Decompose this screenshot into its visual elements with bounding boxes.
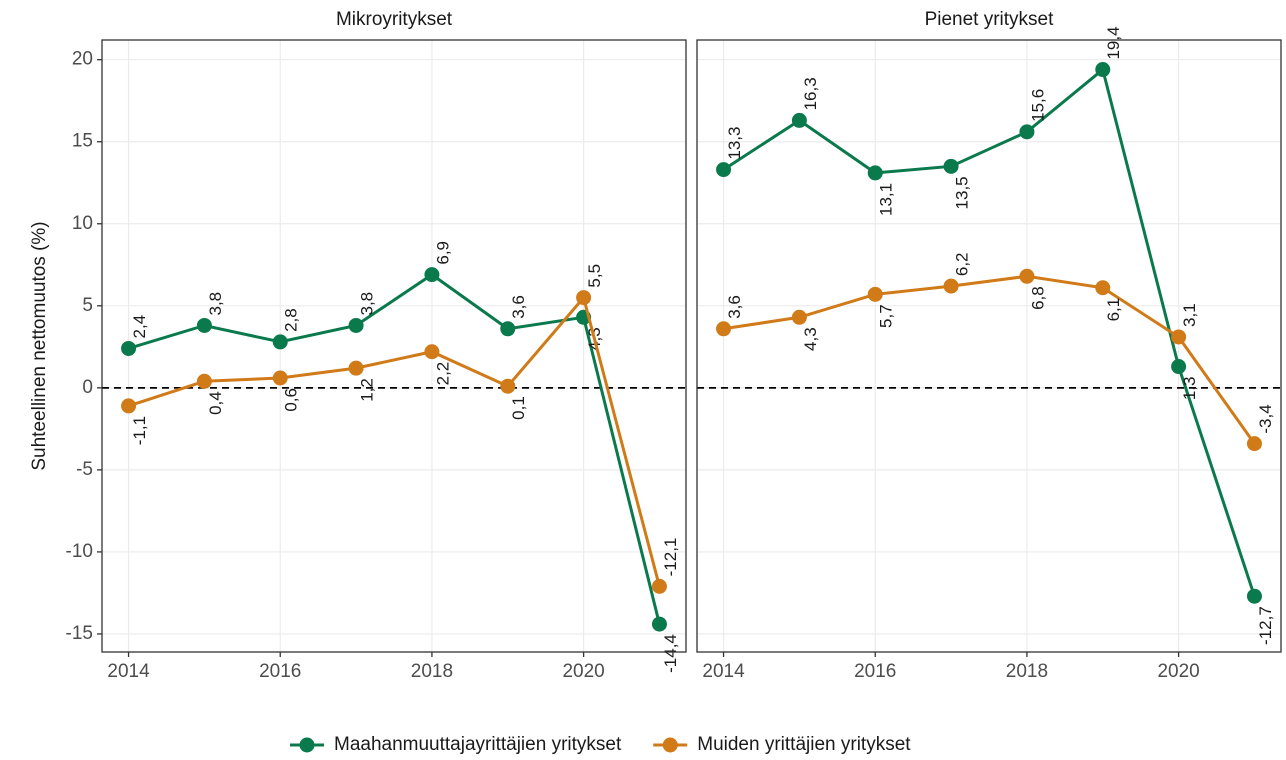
- data-label: -1,1: [130, 416, 149, 445]
- point: [1019, 268, 1035, 284]
- panel-background: [697, 40, 1281, 652]
- data-label: 2,8: [282, 308, 301, 332]
- data-label: 19,4: [1104, 26, 1123, 59]
- data-label: 13,1: [877, 183, 896, 216]
- point: [943, 158, 959, 174]
- panel-title: Pienet yritykset: [925, 9, 1055, 30]
- point: [272, 334, 288, 350]
- x-tick-label: 2014: [107, 661, 150, 682]
- data-label: 6,9: [433, 241, 452, 265]
- data-label: 13,3: [725, 127, 744, 160]
- point: [867, 165, 883, 181]
- x-tick-label: 2016: [854, 661, 896, 682]
- point: [272, 370, 288, 386]
- y-tick-label: 5: [82, 295, 93, 316]
- x-tick-label: 2020: [1157, 661, 1199, 682]
- data-label: 0,6: [282, 388, 301, 412]
- data-label: 3,8: [358, 292, 377, 316]
- y-tick-label: 20: [72, 49, 93, 70]
- panel-title: Mikroyritykset: [336, 9, 453, 30]
- line: [128, 272, 661, 625]
- point: [500, 321, 516, 337]
- data-label: 1,2: [358, 378, 377, 402]
- data-label: 0,4: [206, 391, 225, 415]
- data-label: 3,6: [509, 295, 528, 319]
- x-tick-label: 2014: [702, 661, 745, 682]
- y-axis-label: Suhteellinen nettomuutos (%): [29, 221, 50, 470]
- point: [791, 309, 807, 325]
- x-tick-label: 2018: [411, 661, 453, 682]
- y-tick-label: 15: [72, 131, 93, 152]
- data-label: 3,8: [206, 292, 225, 316]
- data-label: 3,1: [1180, 303, 1199, 327]
- data-label: 6,2: [953, 252, 972, 276]
- y-tick-label: 10: [72, 213, 93, 234]
- data-label: 6,1: [1104, 298, 1123, 322]
- line: [722, 66, 1256, 597]
- data-label: 16,3: [801, 77, 820, 110]
- data-label: 6,8: [1028, 286, 1047, 310]
- point: [716, 321, 732, 337]
- x-tick-label: 2020: [562, 661, 604, 682]
- point: [1095, 280, 1111, 296]
- point: [121, 398, 137, 414]
- data-label: 2,4: [130, 315, 149, 339]
- point: [1246, 588, 1262, 604]
- point: [500, 378, 516, 394]
- data-label: -12,7: [1256, 606, 1275, 645]
- y-tick-label: 0: [82, 377, 93, 398]
- point: [1171, 329, 1187, 345]
- data-label: -12,1: [661, 538, 680, 577]
- data-label: 15,6: [1028, 89, 1047, 122]
- point: [424, 267, 440, 283]
- y-tick-label: -10: [66, 541, 93, 562]
- point: [196, 317, 212, 333]
- point: [121, 340, 137, 356]
- point: [1171, 359, 1187, 375]
- panel-border: [101, 39, 687, 653]
- data-label: 1,3: [1180, 377, 1199, 401]
- data-label: 0,1: [509, 396, 528, 420]
- point: [1246, 436, 1262, 452]
- x-tick-label: 2016: [259, 661, 301, 682]
- data-label: 4,3: [801, 327, 820, 351]
- point: [348, 317, 364, 333]
- point: [196, 373, 212, 389]
- point: [576, 290, 592, 306]
- legend-marker: [299, 737, 315, 753]
- data-label: -3,4: [1256, 404, 1275, 433]
- legend-label: Maahanmuuttajayrittäjien yritykset: [334, 734, 622, 755]
- panel-border: [696, 39, 1282, 653]
- point: [791, 112, 807, 128]
- point: [348, 360, 364, 376]
- point: [651, 616, 667, 632]
- x-tick-label: 2018: [1006, 661, 1048, 682]
- data-label: 5,7: [877, 304, 896, 328]
- point: [943, 278, 959, 294]
- point: [716, 162, 732, 178]
- data-label: 13,5: [953, 176, 972, 209]
- point: [424, 344, 440, 360]
- data-label: 5,5: [585, 264, 604, 288]
- point: [867, 286, 883, 302]
- y-tick-label: -5: [76, 459, 93, 480]
- line: [723, 274, 1256, 445]
- legend-marker: [662, 737, 678, 753]
- point: [651, 578, 667, 594]
- data-label: 2,2: [433, 362, 452, 386]
- y-tick-label: -15: [66, 623, 93, 644]
- data-label: 3,6: [725, 295, 744, 319]
- legend-label: Muiden yrittäjien yritykset: [697, 734, 911, 755]
- point: [1019, 124, 1035, 140]
- line: [128, 294, 661, 587]
- point: [1095, 62, 1111, 78]
- data-label: -14,4: [661, 634, 680, 673]
